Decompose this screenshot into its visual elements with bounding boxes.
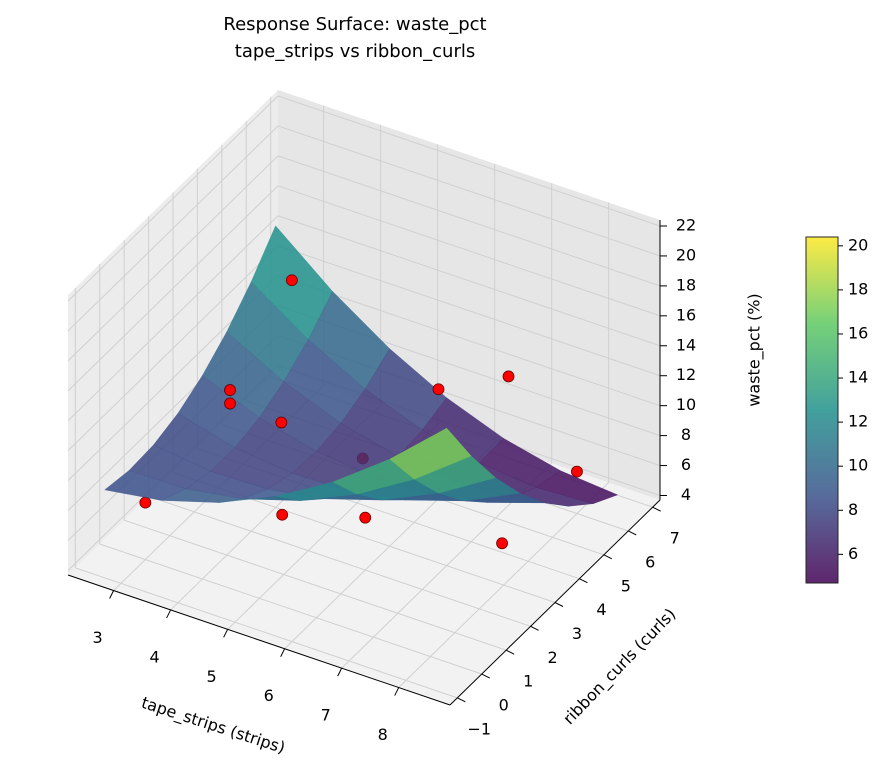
y-tick [530, 625, 539, 631]
y-axis-line [449, 499, 661, 706]
z-tick-label: 18 [676, 275, 696, 294]
x-tick-label: 4 [150, 647, 160, 666]
grid-line [148, 495, 531, 627]
y-tick-label: −1 [468, 719, 492, 738]
z-tick-label: 20 [676, 245, 696, 264]
grid-line [277, 155, 661, 287]
x-tick [109, 590, 115, 599]
x-tick [337, 667, 343, 677]
x-tick-label: 3 [93, 628, 103, 647]
x-tick [166, 609, 172, 619]
y-tick-label: 5 [621, 576, 631, 595]
z-tick-label: 14 [676, 335, 696, 354]
y-tick [652, 506, 661, 512]
data-point [496, 537, 508, 550]
y-tick [554, 602, 564, 607]
z-tick-label: 22 [676, 215, 696, 234]
data-point [275, 416, 288, 429]
grid-line [277, 185, 661, 317]
x-tick [223, 629, 229, 638]
data-point [224, 384, 236, 396]
z-tick-label: 4 [681, 485, 691, 504]
grid-line [67, 155, 279, 362]
data-point [502, 370, 515, 383]
y-tick [457, 697, 466, 703]
grid-line [277, 275, 661, 407]
colorbar-tick-label: 18 [848, 279, 868, 298]
colorbar-tick-label: 14 [848, 368, 868, 387]
colorbar-tick-label: 8 [848, 500, 858, 519]
y-tick [628, 530, 637, 536]
colorbar [805, 236, 839, 584]
grid-line [277, 245, 661, 377]
x-tick-label: 7 [321, 706, 331, 725]
y-tick-label: 0 [499, 696, 509, 715]
data-point [276, 508, 289, 521]
colorbar-tick-label: 20 [848, 235, 868, 254]
y-tick-label: 3 [572, 624, 582, 643]
grid-line [277, 95, 661, 227]
y-tick [505, 649, 515, 655]
data-point [432, 383, 445, 396]
y-tick [481, 673, 490, 679]
grid-line [75, 567, 458, 699]
grid-line [67, 95, 279, 302]
z-tick-label: 8 [681, 425, 691, 444]
plot-area [104, 225, 619, 550]
x-tick [280, 648, 286, 657]
y-tick-label: 7 [670, 529, 680, 548]
z-axis-label: waste_pct (%) [745, 293, 765, 406]
x-tick-label: 8 [378, 725, 388, 744]
grid-line [67, 245, 279, 452]
y-tick [579, 578, 588, 584]
y-tick [603, 554, 613, 560]
data-point [359, 511, 372, 524]
colorbar-tick-label: 16 [848, 323, 868, 342]
x-tick [394, 687, 400, 696]
z-tick-label: 12 [676, 365, 696, 384]
x-axis-line [67, 574, 451, 706]
z-tick-label: 10 [676, 395, 696, 414]
data-point [285, 274, 298, 287]
grid-line [67, 125, 279, 332]
grid-line [124, 519, 507, 651]
surface-patch [389, 427, 472, 480]
z-tick-label: 16 [676, 305, 696, 324]
data-point [571, 465, 583, 478]
colorbar-tick-label: 10 [848, 456, 868, 475]
grid-line [67, 185, 279, 392]
y-tick-label: 4 [596, 600, 606, 619]
x-tick-label: 6 [264, 686, 274, 705]
z-tick-label: 6 [681, 455, 691, 474]
colorbar-tick-label: 12 [848, 412, 868, 431]
data-point [224, 397, 236, 410]
grid-line [67, 215, 279, 422]
y-tick-label: 6 [645, 552, 655, 571]
chart-title: Response Surface: waste_pct [223, 14, 486, 35]
chart-subtitle: tape_strips vs ribbon_curls [235, 41, 475, 62]
grid-line [277, 125, 661, 257]
colorbar-ticks: 6 8 10 12 14 16 18 20 [838, 235, 868, 563]
grid-line [99, 543, 482, 675]
y-tick-label: 1 [523, 672, 533, 691]
data-point [139, 496, 152, 509]
x-tick-label: 5 [207, 667, 217, 686]
y-tick-label: 2 [547, 648, 557, 667]
colorbar-tick-label: 6 [848, 544, 858, 563]
grid-line [277, 215, 661, 347]
